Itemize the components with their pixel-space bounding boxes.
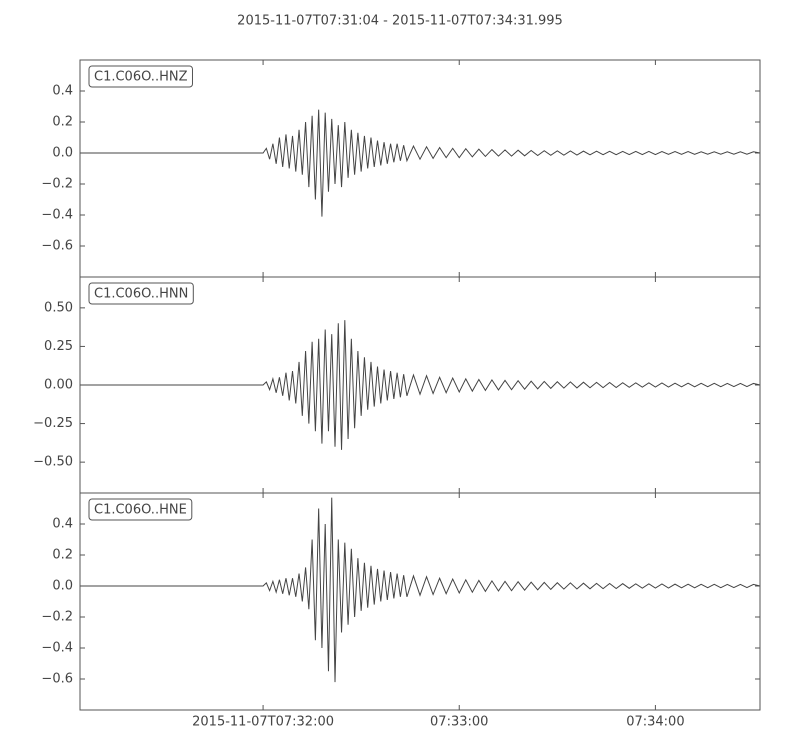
y-tick-label: 0.00	[44, 378, 73, 393]
panel: −0.50 −0.25 0.00 0.25 0.50 C1.C06O..HNN	[33, 276, 761, 494]
waveform	[80, 497, 761, 683]
y-tick-label: −0.4	[41, 641, 73, 656]
legend-label: C1.C06O..HNN	[94, 287, 188, 302]
waveform	[80, 320, 761, 450]
y-tick-label: 0.50	[44, 300, 73, 315]
plot-frame	[79, 492, 761, 711]
y-tick-label: 0.0	[52, 146, 73, 161]
x-tick-label: 2015-11-07T07:32:00	[192, 715, 334, 730]
y-tick-label: 0.4	[52, 517, 73, 532]
legend-box	[88, 498, 193, 521]
y-tick-label: −0.4	[41, 208, 73, 223]
y-tick-label: 0.4	[52, 84, 73, 99]
legend-box	[88, 282, 194, 305]
legend-box	[88, 65, 193, 88]
panel: −0.6 −0.4 −0.2 0.0 0.2 0.4 C1.C06O..HNZ	[41, 59, 761, 278]
x-tick-label: 07:34:00	[626, 715, 684, 730]
y-tick-label: −0.6	[41, 672, 73, 687]
y-tick-label: 0.2	[52, 115, 73, 130]
figure-title: 2015-11-07T07:31:04 - 2015-11-07T07:34:3…	[237, 14, 563, 29]
y-tick-label: −0.25	[33, 416, 73, 431]
y-tick-label: −0.2	[41, 177, 73, 192]
legend-label: C1.C06O..HNZ	[94, 70, 188, 85]
panel: −0.6 −0.4 −0.2 0.0 0.2 0.4 2015-11-07T07:32:00…	[41, 492, 761, 730]
y-tick-label: −0.6	[41, 239, 73, 254]
x-tick-label: 07:33:00	[430, 715, 488, 730]
legend-label: C1.C06O..HNE	[94, 503, 187, 518]
y-tick-label: −0.50	[33, 455, 73, 470]
y-tick-label: −0.2	[41, 610, 73, 625]
y-tick-label: 0.25	[44, 339, 73, 354]
plot-frame	[79, 59, 761, 278]
y-tick-label: 0.0	[52, 579, 73, 594]
y-tick-label: 0.2	[52, 548, 73, 563]
waveform	[80, 109, 761, 217]
